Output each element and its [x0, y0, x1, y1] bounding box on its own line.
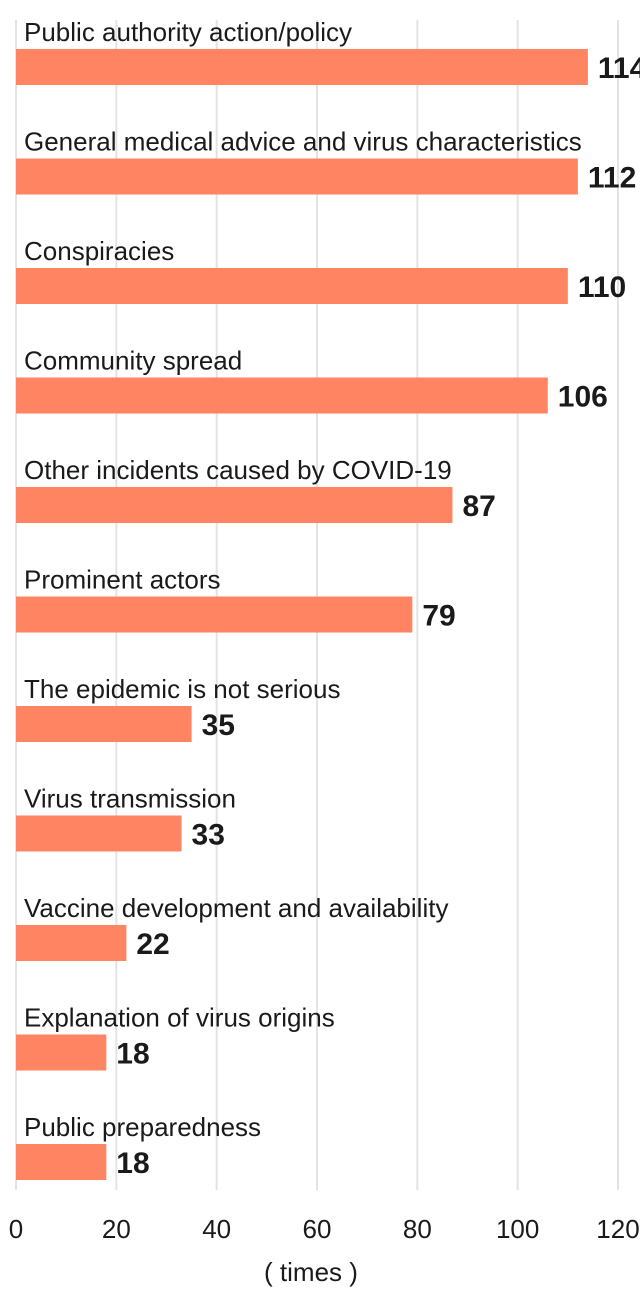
bar-group: Explanation of virus origins 18: [16, 1003, 335, 1071]
bar-group: Vaccine development and availability 22: [16, 893, 448, 961]
x-tick-label: 100: [496, 1214, 539, 1244]
bar-group: Prominent actors 79: [16, 565, 456, 633]
category-label: Public authority action/policy: [24, 17, 352, 47]
bar: [16, 487, 453, 523]
bar-group: Other incidents caused by COVID-19 87: [16, 455, 496, 523]
bar-group: Conspiracies 110: [16, 236, 626, 304]
category-label: Vaccine development and availability: [24, 893, 448, 923]
value-label: 114: [598, 52, 640, 85]
bar-group: Public preparedness 18: [16, 1112, 261, 1180]
category-label: Virus transmission: [24, 784, 236, 814]
category-label: The epidemic is not serious: [24, 674, 340, 704]
bar-group: The epidemic is not serious 35: [16, 674, 340, 742]
x-tick-label: 0: [9, 1214, 23, 1244]
bar: [16, 815, 182, 852]
category-label: Other incidents caused by COVID-19: [24, 455, 452, 485]
value-label: 35: [202, 709, 235, 742]
bars: Public authority action/policy 114 General…: [16, 17, 640, 1180]
bar: [16, 49, 588, 85]
value-label: 112: [588, 162, 636, 195]
x-axis-ticks: 0 20 40 60 80 100 120: [9, 1214, 640, 1244]
x-tick-label: 40: [202, 1214, 231, 1244]
bar-group: Virus transmission 33: [16, 784, 236, 852]
bar: [16, 596, 413, 633]
category-label: Prominent actors: [24, 565, 221, 595]
value-label: 87: [462, 490, 495, 523]
bar: [16, 268, 568, 304]
category-label: Community spread: [24, 346, 242, 376]
value-label: 79: [422, 600, 455, 633]
category-label: General medical advice and virus charact…: [24, 127, 582, 157]
bar: [16, 158, 578, 195]
x-tick-label: 20: [102, 1214, 131, 1244]
value-label: 33: [192, 819, 225, 852]
category-label: Public preparedness: [24, 1112, 261, 1142]
value-label: 106: [558, 381, 608, 414]
bar-group: Community spread 106: [16, 346, 608, 414]
x-tick-label: 120: [596, 1214, 639, 1244]
value-label: 22: [136, 928, 169, 961]
x-tick-label: 80: [403, 1214, 432, 1244]
x-axis-label: ( times ): [264, 1257, 358, 1287]
value-label: 18: [116, 1038, 149, 1071]
bar-group: Public authority action/policy 114: [16, 17, 640, 85]
bar-group: General medical advice and virus charact…: [16, 127, 636, 195]
bar: [16, 377, 548, 414]
x-tick-label: 60: [303, 1214, 332, 1244]
value-label: 110: [578, 271, 626, 304]
category-label: Explanation of virus origins: [24, 1003, 335, 1033]
bar: [16, 706, 192, 742]
value-label: 18: [116, 1147, 149, 1180]
bar: [16, 925, 127, 961]
bar: [16, 1144, 107, 1180]
category-label: Conspiracies: [24, 236, 174, 266]
bar: [16, 1034, 107, 1071]
